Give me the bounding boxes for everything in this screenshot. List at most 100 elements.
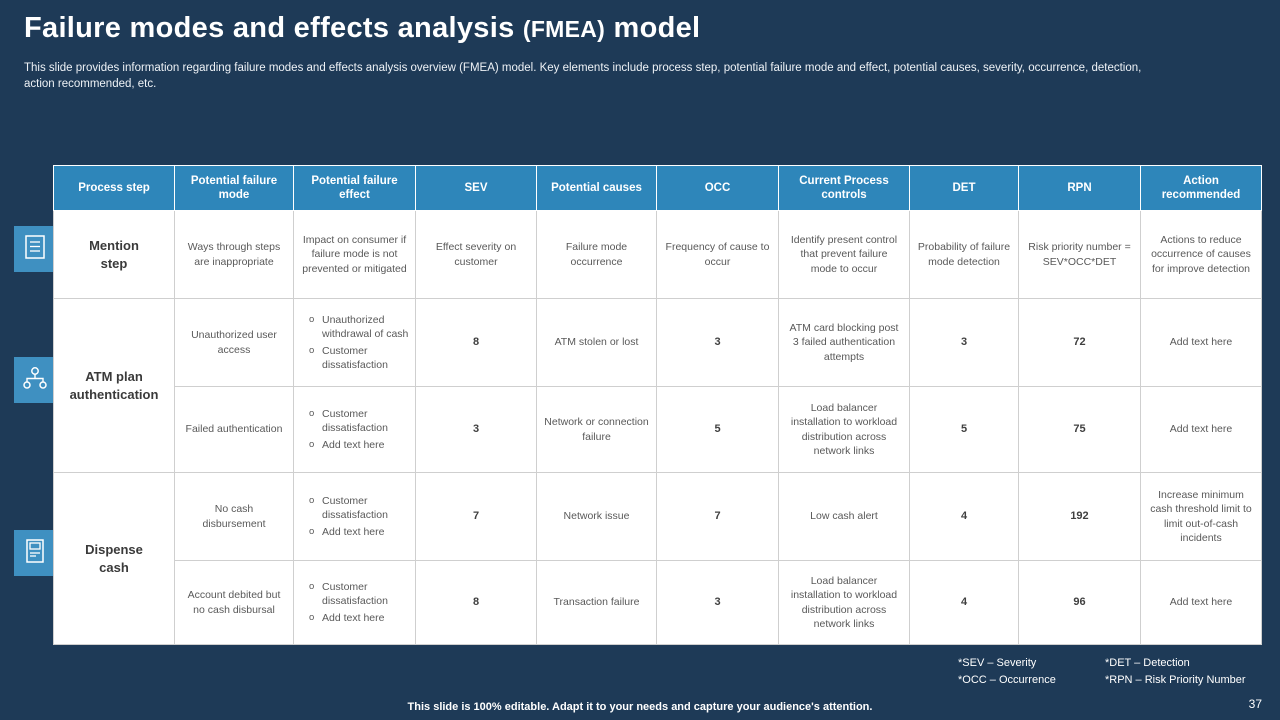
table-row: Dispense cash No cash disbursement o Cus…	[53, 472, 1262, 645]
editable-note: This slide is 100% editable. Adapt it to…	[407, 701, 873, 713]
cell-occ: 3	[656, 298, 779, 387]
cell-occ: 7	[656, 472, 779, 561]
column-header-sev: SEV	[415, 165, 537, 211]
column-header-failure-mode: Potential failure mode	[174, 165, 294, 211]
bullet-marker: o	[309, 611, 315, 623]
cell-sev: 8	[415, 298, 537, 387]
clipboard-icon	[22, 234, 48, 265]
column-header-action: Action recommended	[1140, 165, 1262, 211]
atm-authentication-icon-block	[14, 357, 55, 403]
cell-det: 5	[909, 386, 1019, 473]
table-row: ATM plan authentication Unauthorized use…	[53, 298, 1262, 473]
cell-det: 4	[909, 472, 1019, 561]
cell-sev: 8	[415, 560, 537, 645]
cell-failure-mode: Unauthorized user access	[174, 298, 294, 387]
bullet-marker: o	[309, 408, 315, 420]
cell-causes: Network or connection failure	[536, 386, 657, 473]
cell-sev: 3	[415, 386, 537, 473]
cell-action: Add text here	[1140, 298, 1262, 387]
cell-occ: 5	[656, 386, 779, 473]
dispense-cash-icon-block	[14, 530, 55, 576]
cell-action: Add text here	[1140, 560, 1262, 645]
cell-det: Probability of failure mode detection	[909, 210, 1019, 299]
bullet-text: Add text here	[322, 611, 385, 624]
network-icon	[22, 365, 48, 396]
cell-failure-effect: o Customer dissatisfaction o Add text he…	[293, 386, 416, 473]
column-header-controls: Current Process controls	[778, 165, 910, 211]
bullet-item: o Customer dissatisfaction	[309, 580, 409, 608]
bullet-item: o Add text here	[309, 438, 409, 452]
cell-process-atm-authentication: ATM plan authentication	[53, 298, 175, 473]
cell-controls: ATM card blocking post 3 failed authenti…	[778, 298, 910, 387]
cell-det: 3	[909, 298, 1019, 387]
cell-failure-effect: Impact on consumer if failure mode is no…	[293, 210, 416, 299]
slide-description: This slide provides information regardin…	[24, 62, 1142, 91]
column-header-occ: OCC	[656, 165, 779, 211]
title-main: Failure modes and effects analysis	[24, 12, 515, 44]
mention-step-icon-block	[14, 226, 55, 272]
bullet-marker: o	[309, 344, 315, 356]
cell-action: Actions to reduce occurrence of causes f…	[1140, 210, 1262, 299]
bullet-item: o Customer dissatisfaction	[309, 494, 409, 522]
title-acronym: (FMEA)	[522, 16, 606, 42]
cell-rpn: 72	[1018, 298, 1141, 387]
bullet-text: Customer dissatisfaction	[322, 495, 388, 522]
footnotes-column-1: *SEV – Severity *OCC – Occurrence	[958, 655, 1056, 689]
cell-controls: Identify present control that prevent fa…	[778, 210, 910, 299]
cell-failure-mode: Account debited but no cash disbursal	[174, 560, 294, 645]
bullet-text: Add text here	[322, 438, 385, 451]
cell-rpn: 75	[1018, 386, 1141, 473]
table-row: Failed authentication o Customer dissati…	[54, 386, 1262, 473]
fmea-table-container: Process step Potential failure mode Pote…	[53, 165, 1262, 645]
footnotes-column-2: *DET – Detection *RPN – Risk Priority Nu…	[1105, 655, 1246, 689]
cell-process-dispense-cash: Dispense cash	[53, 472, 175, 645]
cell-controls: Load balancer installation to workload d…	[778, 560, 910, 645]
cell-rpn: 96	[1018, 560, 1141, 645]
atm-icon	[22, 538, 48, 569]
cell-controls: Load balancer installation to workload d…	[778, 386, 910, 473]
cell-causes: Failure mode occurrence	[536, 210, 657, 299]
bullet-marker: o	[309, 314, 315, 326]
bullet-text: Add text here	[322, 525, 385, 538]
table-row: Mention step Ways through steps are inap…	[53, 210, 1262, 299]
column-header-process-step: Process step	[53, 165, 175, 211]
bullet-text: Customer dissatisfaction	[322, 344, 388, 371]
cell-causes: Network issue	[536, 472, 657, 561]
cell-sev: Effect severity on customer	[415, 210, 537, 299]
bullet-item: o Add text here	[309, 525, 409, 539]
fmea-table: Process step Potential failure mode Pote…	[53, 165, 1262, 645]
cell-failure-effect: o Customer dissatisfaction o Add text he…	[293, 472, 416, 561]
bullet-item: o Add text here	[309, 611, 409, 625]
bullet-item: o Customer dissatisfaction	[309, 344, 409, 372]
bullet-marker: o	[309, 495, 315, 507]
bullet-item: o Unauthorized withdrawal of cash	[309, 313, 409, 341]
cell-det: 4	[909, 560, 1019, 645]
bullet-text: Unauthorized withdrawal of cash	[322, 314, 409, 341]
bullet-marker: o	[309, 581, 315, 593]
cell-occ: 3	[656, 560, 779, 645]
page-title: Failure modes and effects analysis (FMEA…	[24, 12, 700, 45]
cell-occ: Frequency of cause to occur	[656, 210, 779, 299]
title-end: model	[613, 12, 701, 44]
bullet-marker: o	[309, 438, 315, 450]
footnote-rpn: *RPN – Risk Priority Number	[1105, 674, 1246, 687]
cell-rpn: 192	[1018, 472, 1141, 561]
bullet-text: Customer dissatisfaction	[322, 408, 388, 435]
column-header-causes: Potential causes	[536, 165, 657, 211]
cell-process-mention-step: Mention step	[53, 210, 175, 299]
cell-failure-mode: Ways through steps are inappropriate	[174, 210, 294, 299]
cell-failure-effect: o Customer dissatisfaction o Add text he…	[293, 560, 416, 645]
bullet-marker: o	[309, 525, 315, 537]
cell-failure-effect: o Unauthorized withdrawal of cash o Cust…	[293, 298, 416, 387]
cell-action: Increase minimum cash threshold limit to…	[1140, 472, 1262, 561]
column-header-failure-effect: Potential failure effect	[293, 165, 416, 211]
footnote-occ: *OCC – Occurrence	[958, 674, 1056, 687]
cell-controls: Low cash alert	[778, 472, 910, 561]
cell-causes: ATM stolen or lost	[536, 298, 657, 387]
page-number: 37	[1248, 697, 1262, 711]
cell-causes: Transaction failure	[536, 560, 657, 645]
table-row: Account debited but no cash disbursal o …	[54, 560, 1262, 645]
column-header-det: DET	[909, 165, 1019, 211]
cell-sev: 7	[415, 472, 537, 561]
